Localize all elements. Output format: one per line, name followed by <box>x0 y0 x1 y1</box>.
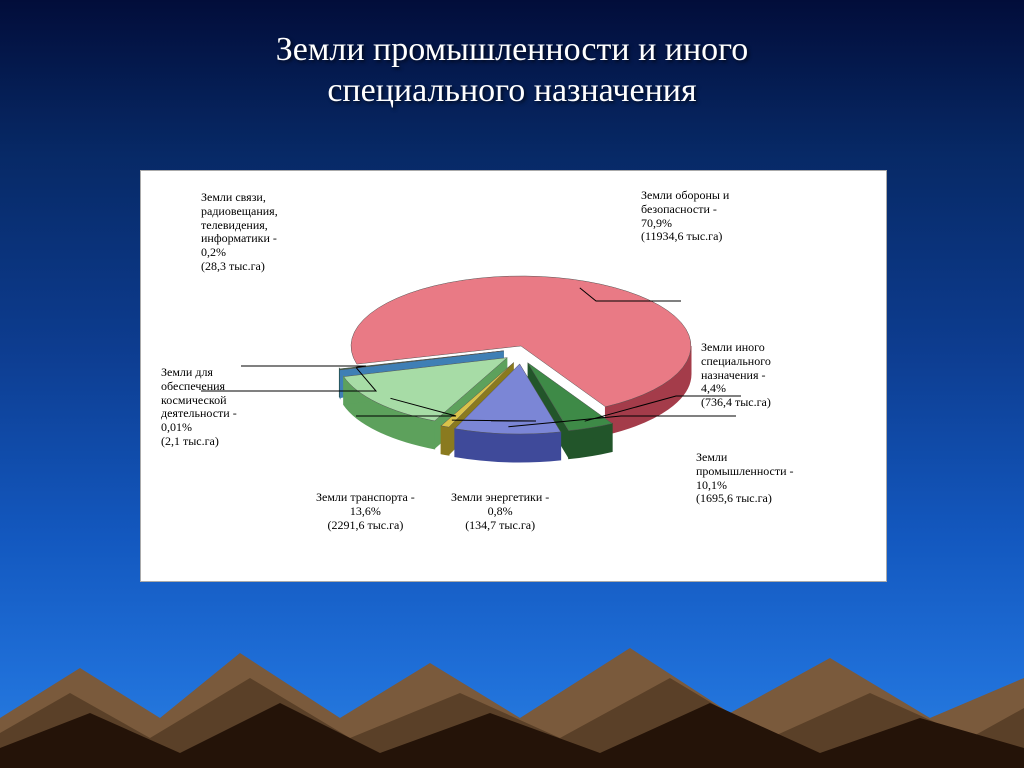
label-space: Земли для обеспечения космической деятел… <box>161 366 237 449</box>
label-transport: Земли транспорта - 13,6% (2291,6 тыс.га) <box>316 491 415 532</box>
label-industry: Земли промышленности - 10,1% (1695,6 тыс… <box>696 451 794 506</box>
mountain-decoration <box>0 598 1024 768</box>
label-comms: Земли связи, радиовещания, телевидения, … <box>201 191 278 274</box>
title-line-1: Земли промышленности и иного <box>276 31 749 68</box>
slide-title: Земли промышленности и иного специальног… <box>0 30 1024 112</box>
leader-comms <box>241 366 366 367</box>
label-defense: Земли обороны и безопасности - 70,9% (11… <box>641 189 729 244</box>
label-special: Земли иного специального назначения - 4,… <box>701 341 771 410</box>
pie-chart-panel: Земли обороны и безопасности - 70,9% (11… <box>140 170 887 582</box>
title-line-2: специального назначения <box>327 72 696 109</box>
label-energy: Земли энергетики - 0,8% (134,7 тыс.га) <box>451 491 549 532</box>
slide: Земли промышленности и иного специальног… <box>0 0 1024 768</box>
